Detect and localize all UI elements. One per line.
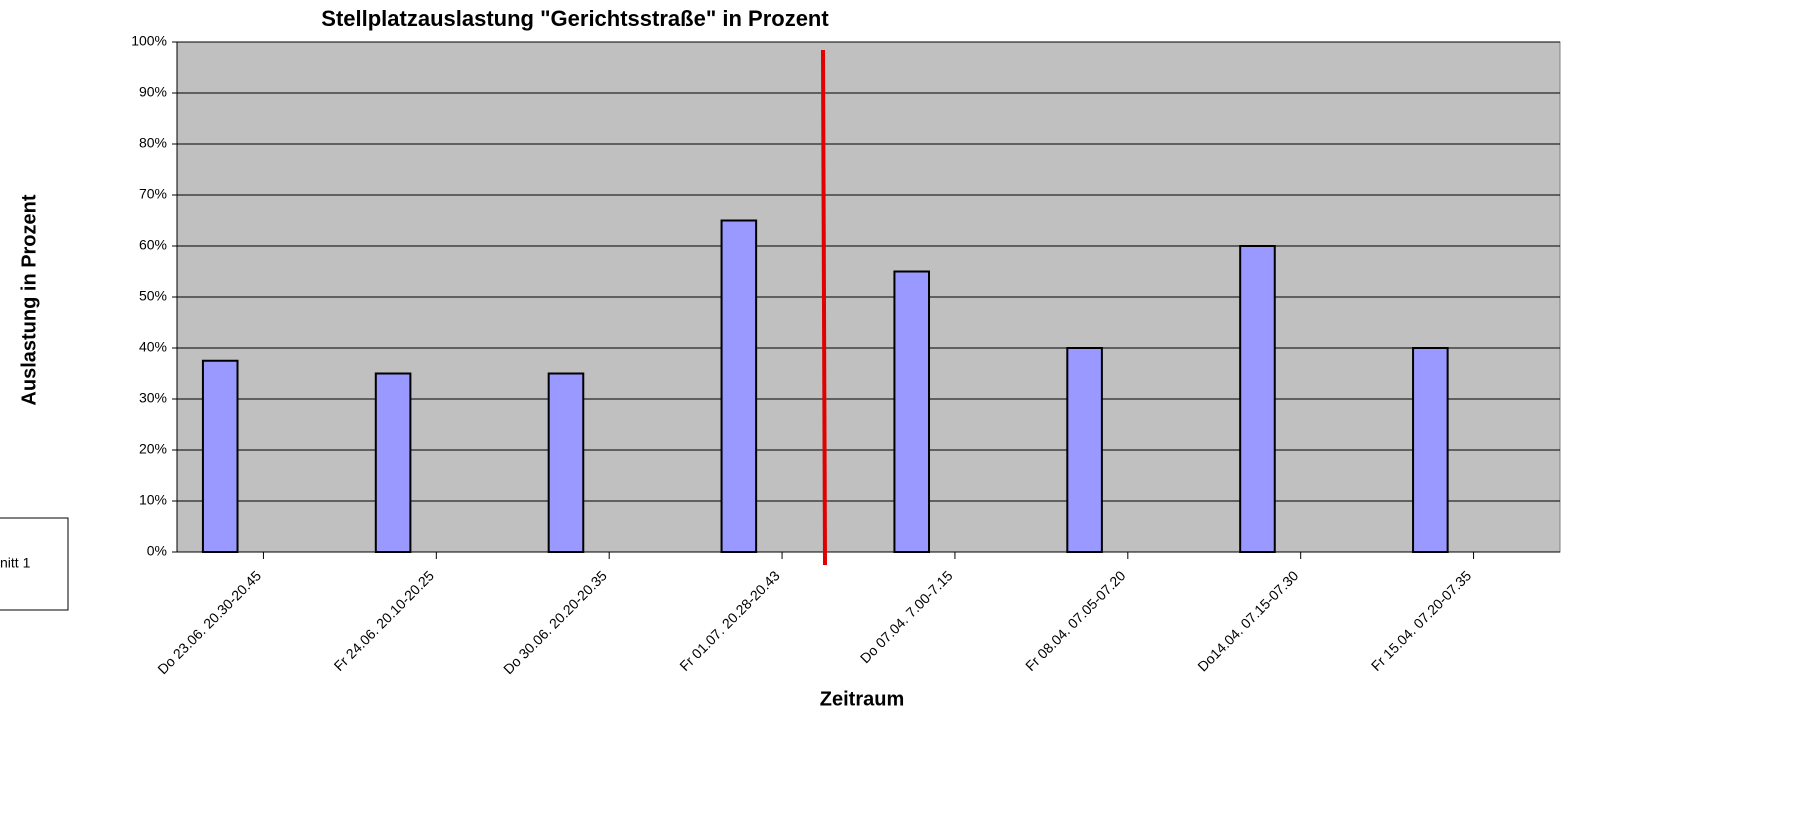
y-tick-label: 80% (139, 135, 167, 151)
separator-line (821, 49, 827, 566)
bar (893, 270, 931, 553)
y-tick-label: 20% (139, 441, 167, 457)
chart-title: Stellplatzauslastung "Gerichtsstraße" in… (321, 6, 829, 31)
y-tick-label: 0% (147, 543, 167, 559)
x-tick-label: Do 30.06. 20.20-20.35 (500, 567, 610, 677)
bar (547, 372, 585, 553)
x-tick-label: Fr 15.04. 07.20-07.35 (1368, 567, 1475, 674)
y-tick-label: 100% (131, 33, 167, 49)
y-tick-label: 90% (139, 84, 167, 100)
y-tick-label: 30% (139, 390, 167, 406)
legend-box (0, 517, 69, 611)
x-tick-label: Do14.04. 07.15-07.30 (1194, 567, 1301, 674)
y-tick-label: 10% (139, 492, 167, 508)
y-axis-title: Auslastung in Prozent (18, 194, 40, 405)
y-tick-label: 70% (139, 186, 167, 202)
x-tick-label: Do 07.04. 7.00-7.15 (857, 567, 956, 666)
x-tick-label: Fr 08.04. 07.05-07.20 (1022, 567, 1129, 674)
y-tick-label: 60% (139, 237, 167, 253)
bar (1412, 347, 1449, 553)
y-tick-label: 50% (139, 288, 167, 304)
x-axis-title: Zeitraum (820, 688, 904, 710)
x-tick-label: Fr 24.06. 20.10-20.25 (331, 567, 438, 674)
bar (1066, 347, 1103, 553)
bar (720, 219, 758, 553)
legend: nitt 1 (0, 517, 69, 611)
bar (201, 359, 239, 553)
bar (1239, 245, 1276, 553)
x-tick-label: Do 23.06. 20.30-20.45 (154, 567, 264, 677)
y-tick-label: 40% (139, 339, 167, 355)
bar (374, 372, 412, 553)
legend-label: nitt 1 (0, 555, 31, 571)
x-tick-label: Fr 01.07. 20.28-20.43 (676, 567, 783, 674)
